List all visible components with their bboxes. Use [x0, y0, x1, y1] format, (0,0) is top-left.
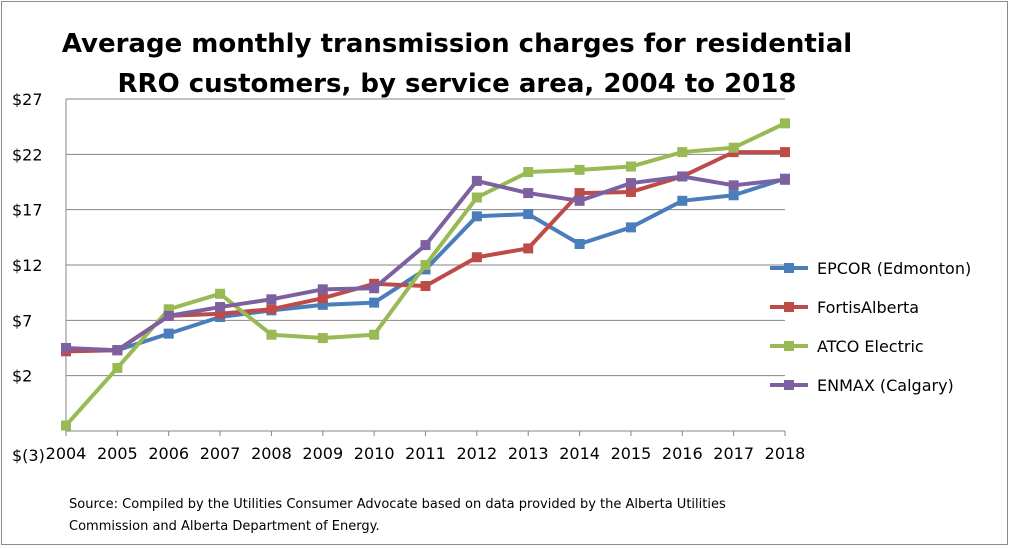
- data-point: [574, 195, 585, 206]
- data-point: [523, 188, 534, 199]
- data-point: [369, 283, 380, 294]
- x-tick-label: 2006: [148, 444, 189, 463]
- data-point: [780, 147, 790, 158]
- data-point: [780, 174, 790, 185]
- source-note-line-2: Commission and Alberta Department of Ene…: [69, 519, 380, 534]
- y-tick-label: $12: [12, 256, 43, 275]
- data-point: [574, 238, 585, 249]
- data-point: [728, 190, 739, 201]
- source-note: Source: Compiled by the Utilities Consum…: [69, 494, 829, 538]
- data-point: [574, 164, 585, 175]
- data-point: [215, 302, 226, 313]
- data-point: [163, 328, 174, 339]
- x-tick-label: 2008: [251, 444, 292, 463]
- legend: EPCOR (Edmonton) FortisAlberta ATCO Electr…: [770, 259, 971, 395]
- x-tick-label: 2005: [97, 444, 138, 463]
- data-point: [317, 293, 328, 304]
- data-point: [266, 329, 277, 340]
- data-point: [523, 209, 534, 220]
- legend-swatch-marker: [784, 380, 794, 390]
- chart-title-line-2: RRO customers, by service area, 2004 to …: [117, 69, 797, 99]
- data-point: [625, 178, 636, 189]
- data-point: [420, 260, 431, 270]
- x-tick-label: 2017: [713, 444, 754, 463]
- data-point: [677, 147, 688, 158]
- legend-entry: ATCO Electric: [770, 337, 924, 356]
- data-point: [471, 192, 482, 203]
- series-3: [61, 171, 790, 356]
- x-tick-label: 2016: [662, 444, 703, 463]
- x-tick-label: 2013: [508, 444, 549, 463]
- data-point: [163, 310, 174, 321]
- legend-swatch-marker: [784, 302, 794, 312]
- x-tick-label: 2011: [405, 444, 446, 463]
- data-point: [61, 343, 71, 353]
- data-point: [369, 297, 380, 308]
- y-tick-label: $2: [12, 367, 32, 386]
- data-point: [112, 345, 123, 356]
- x-tick-label: 2012: [456, 444, 497, 463]
- y-tick-label: $17: [12, 201, 43, 220]
- x-tick-label: 2007: [200, 444, 241, 463]
- y-tick-labels: $(3) $2 $7 $12 $17 $22 $27: [12, 90, 45, 465]
- data-point: [780, 118, 790, 129]
- y-tick-label: $27: [12, 90, 43, 109]
- x-tick-labels: 2004 2005 2006 2007 2008 2009 2010 2011 2012 2013…: [46, 431, 806, 463]
- legend-swatch-marker: [784, 341, 794, 351]
- legend-entry: EPCOR (Edmonton): [770, 259, 971, 278]
- data-point: [523, 243, 534, 254]
- data-point: [215, 288, 226, 299]
- data-point: [266, 304, 277, 315]
- data-point: [677, 171, 688, 182]
- y-tick-label: $22: [12, 145, 43, 164]
- data-point: [471, 175, 482, 186]
- data-point: [728, 142, 739, 153]
- chart-title: Average monthly transmission charges for…: [42, 24, 872, 104]
- data-point: [677, 195, 688, 206]
- data-point: [317, 284, 328, 295]
- x-tick-label: 2010: [354, 444, 395, 463]
- data-point: [625, 161, 636, 172]
- x-tick-label: 2009: [302, 444, 343, 463]
- legend-entry: ENMAX (Calgary): [770, 376, 954, 395]
- x-tick-label: 2014: [559, 444, 600, 463]
- y-tick-label: $7: [12, 311, 32, 330]
- data-point: [215, 308, 226, 319]
- legend-swatch-marker: [784, 263, 794, 273]
- gridlines: [66, 98, 785, 377]
- data-point: [728, 180, 739, 191]
- legend-label: FortisAlberta: [817, 298, 919, 317]
- x-tick-label: 2015: [611, 444, 652, 463]
- legend-label: ENMAX (Calgary): [817, 376, 954, 395]
- data-point: [266, 294, 277, 305]
- source-note-line-1: Source: Compiled by the Utilities Consum…: [69, 497, 726, 512]
- data-point: [112, 362, 123, 373]
- data-point: [625, 186, 636, 197]
- x-tick-label: 2004: [46, 444, 87, 463]
- data-point: [471, 211, 482, 222]
- data-point: [523, 167, 534, 178]
- y-tick-label: $(3): [12, 446, 45, 465]
- legend-label: EPCOR (Edmonton): [817, 259, 971, 278]
- x-tick-label: 2018: [765, 444, 806, 463]
- legend-entry: FortisAlberta: [770, 298, 919, 317]
- data-point: [369, 329, 380, 340]
- data-point: [61, 420, 71, 431]
- data-point: [574, 188, 585, 199]
- chart-title-line-1: Average monthly transmission charges for…: [61, 29, 853, 59]
- series-lines: [61, 118, 790, 431]
- data-point: [163, 304, 174, 315]
- data-point: [420, 240, 431, 251]
- data-point: [317, 333, 328, 344]
- legend-label: ATCO Electric: [817, 337, 924, 356]
- data-point: [317, 299, 328, 310]
- data-point: [420, 281, 431, 292]
- data-point: [471, 252, 482, 263]
- series-line: [65, 150, 785, 354]
- series-2: [61, 118, 790, 431]
- data-point: [625, 222, 636, 233]
